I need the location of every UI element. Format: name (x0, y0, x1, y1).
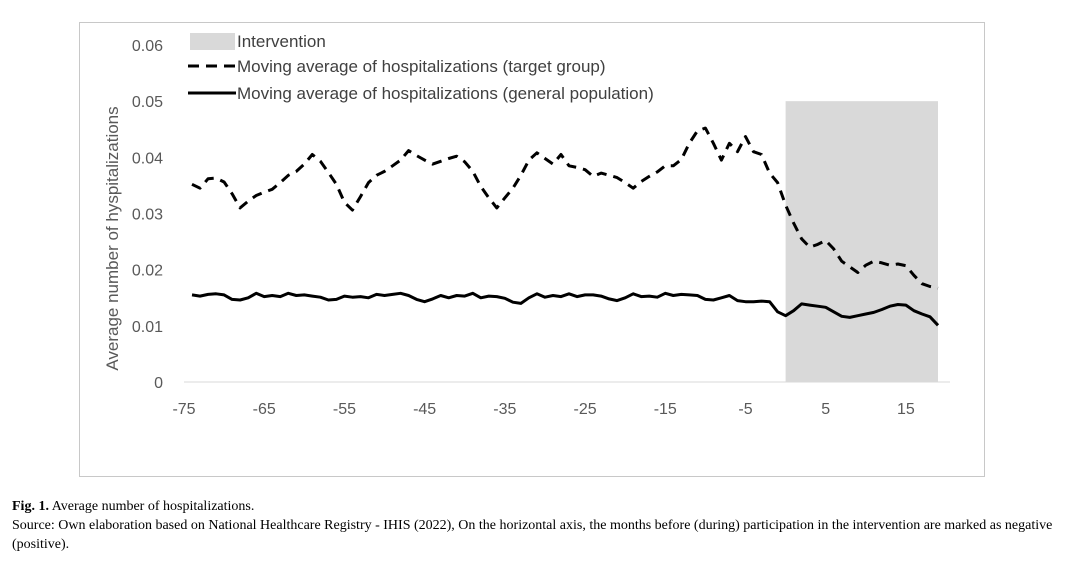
x-tick-labels: -75 -65 -55 -45 -35 -25 -15 -5 5 15 (172, 401, 914, 418)
y-tick-label: 0.03 (132, 207, 163, 224)
caption-source: Source: Own elaboration based on Nationa… (12, 518, 1053, 552)
intervention-shaded-region (785, 101, 938, 383)
series-line-target-group (191, 126, 939, 290)
legend-label-general-population: Moving average of hospitalizations (gene… (237, 84, 654, 103)
figure-caption: Fig. 1. Average number of hospitalizatio… (12, 497, 1062, 554)
y-tick-label: 0.01 (132, 319, 163, 336)
caption-title-line: Fig. 1. Average number of hospitalizatio… (12, 497, 1062, 516)
x-tick-label: -45 (413, 401, 436, 418)
x-tick-label: -55 (333, 401, 356, 418)
hospitalizations-chart: 00.010.020.030.040.050.06 -75 -65 -55 -45 -3… (103, 32, 950, 418)
legend: Intervention Moving average of hospitali… (188, 32, 654, 103)
x-tick-label: 15 (897, 401, 915, 418)
y-axis-label: Average number of hyspitalizations (103, 106, 122, 370)
x-tick-label: -25 (574, 401, 597, 418)
y-tick-label: 0.05 (132, 94, 163, 111)
series-layer (191, 126, 940, 327)
caption-figure-label: Fig. 1. (12, 499, 49, 514)
legend-label-intervention: Intervention (237, 32, 326, 51)
y-tick-label: 0.02 (132, 263, 163, 280)
y-tick-label: 0.06 (132, 38, 163, 55)
x-tick-label: 5 (821, 401, 830, 418)
x-tick-label: -75 (172, 401, 195, 418)
y-tick-labels: 0 0.01 0.02 0.03 0.04 0.05 0.06 (132, 38, 163, 392)
y-tick-label: 0.04 (132, 150, 163, 167)
chart-frame: 0 0.01 0.02 0.03 0.04 0.05 0.06 -75 -65 -55 -45 -3… (79, 22, 985, 477)
x-tick-label: -65 (253, 401, 276, 418)
x-tick-label: -15 (654, 401, 677, 418)
y-tick-label: 0 (154, 375, 163, 392)
legend-label-target-group: Moving average of hospitalizations (targ… (237, 57, 606, 76)
x-tick-label: -5 (738, 401, 752, 418)
caption-title: Average number of hospitalizations. (51, 499, 255, 514)
legend-swatch-intervention (190, 33, 235, 50)
x-tick-label: -35 (493, 401, 516, 418)
series-line-general-population (191, 291, 940, 327)
